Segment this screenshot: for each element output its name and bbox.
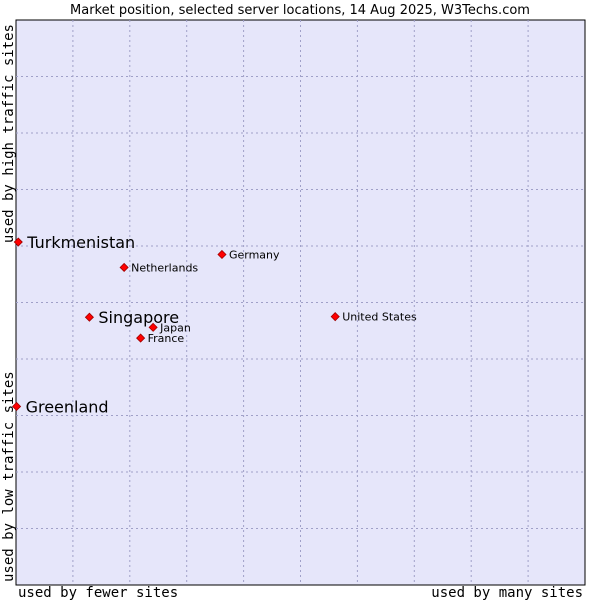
data-point-marker xyxy=(13,237,23,247)
x-axis-label-right: used by many sites xyxy=(431,585,583,600)
x-axis-label-left: used by fewer sites xyxy=(18,585,178,600)
data-point-marker xyxy=(217,249,227,260)
data-point-label: United States xyxy=(342,311,417,324)
data-point-marker xyxy=(84,312,94,322)
y-axis-label-top: used by high traffic sites xyxy=(1,24,17,243)
y-axis-label-bottom: used by low traffic sites xyxy=(1,371,17,582)
data-point-marker xyxy=(148,322,158,332)
data-point-marker xyxy=(12,401,22,412)
data-point-label: Singapore xyxy=(98,308,179,327)
data-point-label: Turkmenistan xyxy=(26,233,135,252)
data-point-label: Germany xyxy=(229,248,280,261)
data-point-label: Netherlands xyxy=(131,261,198,274)
chart-title: Market position, selected server locatio… xyxy=(70,3,530,18)
data-point-label: Greenland xyxy=(26,397,109,416)
data-points: Turkmenistan Netherlands Germany SingaporeJ… xyxy=(12,233,417,416)
data-point-marker xyxy=(136,333,146,343)
data-point-marker xyxy=(330,312,340,322)
data-point-label: Japan xyxy=(159,321,191,334)
data-point-marker xyxy=(119,262,129,273)
data-point-label: France xyxy=(148,332,185,345)
grid-lines xyxy=(16,20,585,585)
